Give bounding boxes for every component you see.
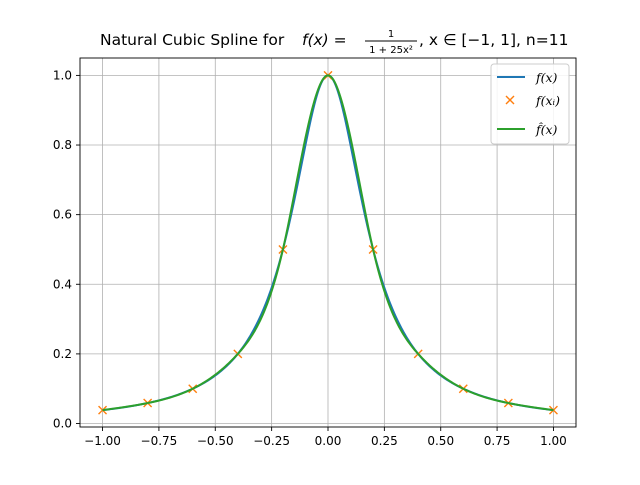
y-tick-label: 0.6	[53, 208, 72, 222]
x-tick-label: 0.75	[484, 434, 511, 448]
chart-title: Natural Cubic Spline for f(x) = 1 1 + 25…	[100, 29, 568, 56]
legend-entry-f: f(x)	[497, 70, 558, 85]
legend-box	[490, 63, 570, 145]
y-tick-label: 0.8	[53, 138, 72, 152]
legend-label-fhat: f̂(x)	[535, 121, 558, 137]
y-tick-label: 0.2	[53, 347, 72, 361]
x-tick-label: 0.50	[427, 434, 454, 448]
data-point-marker	[548, 405, 558, 415]
series-line-fhat	[102, 74, 554, 412]
y-tick-label: 0.4	[53, 277, 72, 291]
x-tick-label: 1.00	[540, 434, 567, 448]
legend-entry-fhat: f̂(x)	[497, 121, 558, 137]
data-point-marker	[98, 405, 108, 415]
legend-label-fxi: f(xᵢ)	[535, 93, 560, 108]
x-tick-label: −0.25	[253, 434, 290, 448]
x-tick-label: −1.00	[84, 434, 121, 448]
legend-marker-fxi	[505, 95, 515, 105]
title-fx: f(x) =	[302, 31, 347, 49]
x-tick-label: −0.75	[141, 434, 178, 448]
x-tick-label: 0.25	[371, 434, 398, 448]
series-layer	[98, 70, 558, 415]
legend-entry-fxi: f(xᵢ)	[505, 93, 560, 108]
legend: f(x) f(xᵢ) f̂(x)	[490, 63, 570, 145]
y-tick-label: 0.0	[53, 417, 72, 431]
title-numerator: 1	[388, 29, 394, 40]
x-tick-label: 0.00	[315, 434, 342, 448]
x-tick-label: −0.50	[197, 434, 234, 448]
title-prefix: Natural Cubic Spline for	[100, 31, 285, 49]
y-tick-label: 1.0	[53, 68, 72, 82]
x-axis: −1.00 −0.75 −0.50 −0.25 0.00 0.25 0.50 0.75 1.00	[84, 427, 567, 448]
grid	[80, 58, 576, 427]
title-denominator: 1 + 25x²	[369, 45, 413, 56]
title-domain: , x ∈ [−1, 1], n=11	[419, 31, 568, 49]
y-axis: 0.0 0.2 0.4 0.6 0.8 1.0	[53, 68, 80, 431]
legend-label-f: f(x)	[535, 70, 558, 85]
